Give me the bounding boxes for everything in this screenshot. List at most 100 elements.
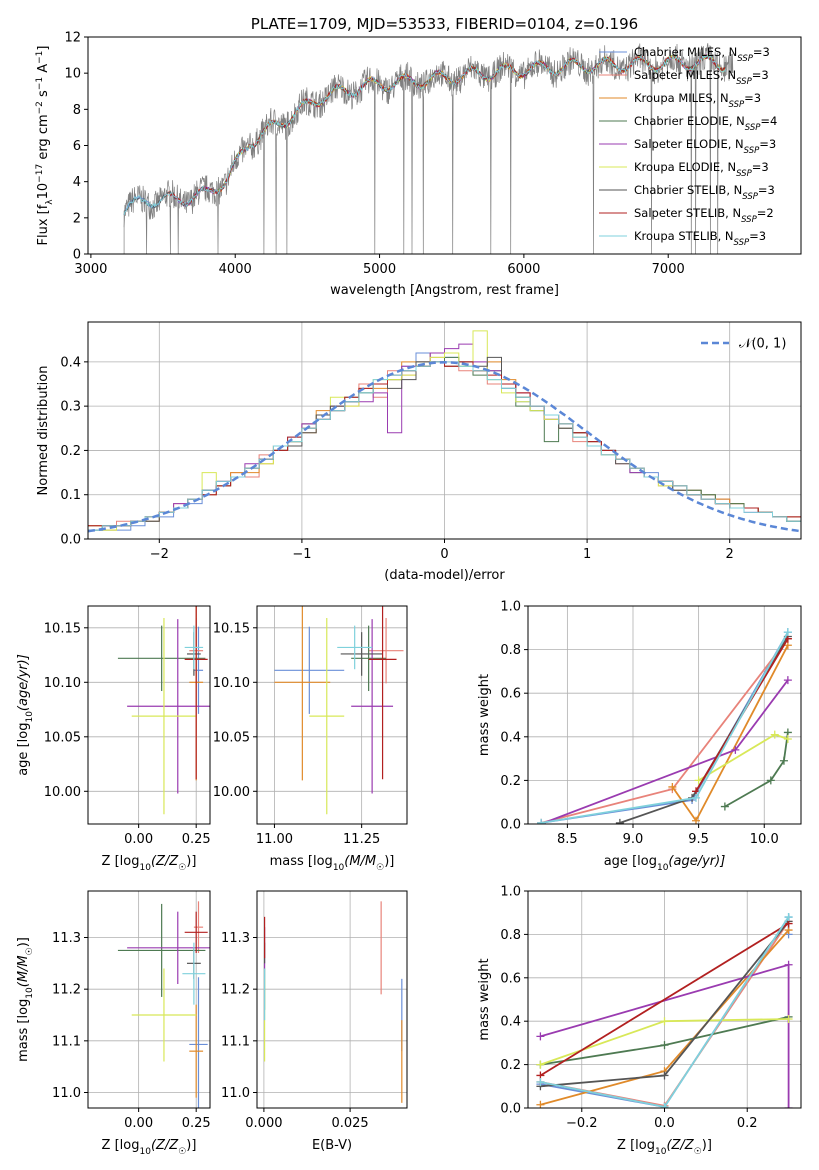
age-vs-mass-ticks: 11.00 11.25 10.00 10.05 10.10 10.15 xyxy=(213,621,380,847)
mass-vs-EBV-xtick-label: 0.000 xyxy=(245,1116,282,1131)
massweight-vs-age-marker xyxy=(783,734,792,743)
massweight-vs-Z-marker xyxy=(784,1104,793,1108)
age-vs-mass-point xyxy=(274,626,345,714)
histogram-xtick-label: 1 xyxy=(583,547,591,562)
mass-vs-EBV-xlabel: E(B-V) xyxy=(312,1138,352,1153)
histogram-xtick-label: −2 xyxy=(150,547,169,562)
age-vs-Z-xtick-label: 0.25 xyxy=(182,832,211,847)
legend-entry: Kroupa MILES, NSSP=3 xyxy=(634,91,761,110)
mass-vs-Z-point xyxy=(117,903,206,997)
massweight-vs-Z-ytick-label: 0.4 xyxy=(500,1015,521,1030)
massweight-vs-age-xtick-label: 9.0 xyxy=(623,832,644,847)
histogram-ticks: −2 −1 0 1 2 0.0 0.1 0.2 0.3 0.4 xyxy=(60,355,734,562)
mass-vs-Z-ytick-label: 11.0 xyxy=(52,1086,81,1101)
age-vs-Z-point xyxy=(131,617,197,815)
mass-vs-Z-frame xyxy=(87,890,211,1109)
massweight-vs-Z-ticks: −0.2 0.0 0.2 0.0 0.2 0.4 0.6 0.8 1.0 xyxy=(500,885,757,1132)
age-vs-mass-point xyxy=(351,619,394,794)
massweight-vs-age-xtick-label: 8.5 xyxy=(557,832,578,847)
mass-vs-metallicity-panel: 0.00 0.25 11.0 11.1 11.2 11.3 Z [log10(Z/Z☉)] m… xyxy=(16,890,211,1157)
spectrum-xtick-label: 6000 xyxy=(507,262,540,277)
massweight-vs-Z-ytick-label: 0.6 xyxy=(500,971,521,986)
normal-legend-label: 𝒩(0, 1) xyxy=(739,337,786,352)
massweight-vs-Z-marker xyxy=(784,960,793,969)
spectrum-plot-area xyxy=(123,43,734,254)
age-vs-Z-frame xyxy=(87,605,211,825)
mass-vs-Z-xtick-label: 0.00 xyxy=(124,1116,153,1131)
massweight-vs-age-ytick-label: 0.8 xyxy=(500,643,521,658)
legend-entry: Chabrier STELIB, NSSP=3 xyxy=(634,183,775,202)
massweight-vs-age-ytick-label: 0.6 xyxy=(500,687,521,702)
histogram-plot-area xyxy=(88,330,801,539)
mass-vs-EBV-grid xyxy=(257,891,407,1108)
age-vs-Z-grid xyxy=(88,606,210,824)
age-vs-mass-point xyxy=(351,625,387,692)
mass-vs-EBV-xtick-label: 0.025 xyxy=(331,1116,368,1131)
mass-vs-Z-xtick-label: 0.25 xyxy=(182,1116,211,1131)
histogram-xtick-label: 0 xyxy=(440,547,448,562)
spectrum-xtick-label: 5000 xyxy=(363,262,396,277)
massweight-vs-age-series-3 xyxy=(724,732,789,808)
massweight-vs-age-xlabel: age [log10(age/yr)] xyxy=(604,854,726,873)
age-vs-mass-point xyxy=(337,625,373,670)
age-vs-Z-point xyxy=(184,606,208,780)
massweight-vs-Z-ytick-label: 1.0 xyxy=(500,885,521,900)
mass-vs-EBV-plot-area xyxy=(263,901,403,1103)
age-vs-Z-point xyxy=(117,625,206,692)
histogram-ytick-label: 0.1 xyxy=(60,488,81,503)
legend-entry: Salpeter MILES, NSSP=3 xyxy=(634,68,769,87)
massweight-vs-age-marker xyxy=(694,776,703,785)
mass-vs-EBV-frame xyxy=(256,890,408,1109)
massweight-vs-age-xtick-label: 9.5 xyxy=(688,832,709,847)
massweight-vs-Z-marker xyxy=(536,1077,545,1086)
age-vs-Z-ytick-label: 10.00 xyxy=(44,785,81,800)
mass-vs-Z-xlabel: Z [log10(Z/Z☉)] xyxy=(102,1138,197,1157)
age-vs-Z-point xyxy=(184,625,204,670)
mass-vs-Z-grid xyxy=(88,891,210,1108)
age-vs-mass-ytick-label: 10.00 xyxy=(213,785,250,800)
age-vs-mass-xtick-label: 11.25 xyxy=(343,832,380,847)
mass-vs-Z-point xyxy=(189,1004,204,1098)
legend-entry: Kroupa ELODIE, NSSP=3 xyxy=(634,160,769,179)
massweight-vs-metallicity-panel: −0.2 0.0 0.2 0.0 0.2 0.4 0.6 0.8 1.0 Z [log10(Z/Z… xyxy=(477,885,802,1157)
spectrum-legend: Chabrier MILES, NSSP=3 Salpeter MILES, NS… xyxy=(599,45,777,248)
massweight-vs-age-marker xyxy=(537,818,546,824)
mass-vs-Z-point xyxy=(182,942,206,1005)
age-vs-Z-point xyxy=(127,619,210,794)
mass-vs-Z-ytick-label: 11.3 xyxy=(52,931,81,946)
spectrum-ytick-label: 2 xyxy=(73,211,81,226)
massweight-vs-Z-marker xyxy=(784,1015,793,1024)
massweight-vs-age-marker xyxy=(720,802,729,811)
massweight-vs-age-xtick-label: 10.0 xyxy=(750,832,779,847)
histogram-ylabel: Normed distribution xyxy=(36,366,51,496)
mass-vs-EBV-ytick-label: 11.3 xyxy=(221,931,250,946)
age-vs-mass-point xyxy=(368,606,397,780)
massweight-vs-age-frame xyxy=(527,605,802,825)
mass-vs-Z-point xyxy=(184,911,208,953)
massweight-vs-age-ytick-label: 0.4 xyxy=(500,730,521,745)
legend-entry: Chabrier ELODIE, NSSP=4 xyxy=(634,114,777,133)
massweight-vs-Z-marker xyxy=(660,1017,669,1026)
spectrum-xtick-label: 7000 xyxy=(652,262,685,277)
age-vs-Z-ticks: 0.00 0.25 10.00 10.05 10.10 10.15 xyxy=(44,621,211,847)
massweight-vs-Z-xtick-label: 0.0 xyxy=(654,1116,675,1131)
massweight-vs-age-ticks: 8.5 9.0 9.5 10.0 0.0 0.2 0.4 0.6 0.8 1.0 xyxy=(500,600,778,848)
legend-entry: Chabrier MILES, NSSP=3 xyxy=(634,45,770,64)
massweight-vs-age-series-0 xyxy=(540,631,789,824)
massweight-vs-Z-xlabel: Z [log10(Z/Z☉)] xyxy=(617,1138,712,1157)
massweight-vs-age-ytick-label: 0.2 xyxy=(500,774,521,789)
massweight-vs-Z-ylabel: mass weight xyxy=(477,958,492,1040)
spectrum-xtick-label: 3000 xyxy=(74,262,107,277)
spectrum-ytick-label: 8 xyxy=(73,103,81,118)
age-vs-Z-ytick-label: 10.15 xyxy=(44,621,81,636)
massweight-vs-Z-ytick-label: 0.8 xyxy=(500,928,521,943)
massweight-vs-age-marker xyxy=(779,756,788,765)
massweight-vs-age-marker xyxy=(783,628,792,637)
age-vs-Z-xtick-label: 0.00 xyxy=(124,832,153,847)
massweight-vs-age-marker xyxy=(668,782,677,791)
massweight-vs-Z-xtick-label: −0.2 xyxy=(566,1116,598,1131)
mass-vs-Z-point xyxy=(127,911,210,984)
age-vs-Z-ytick-label: 10.10 xyxy=(44,676,81,691)
spectrum-ticks: 3000 4000 5000 6000 7000 0 2 4 6 8 10 12 xyxy=(64,31,684,278)
